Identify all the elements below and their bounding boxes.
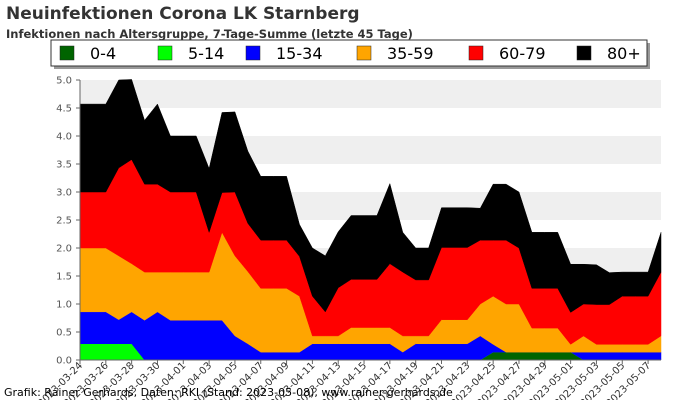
stacked-areas [79,79,662,361]
y-tick-label: 3.5 [56,160,72,171]
grid-band [80,108,661,136]
y-tick-label: 2.5 [56,216,72,227]
legend-label-5-14: 5-14 [188,44,224,63]
legend: 0-4 5-14 15-34 35-59 60-79 80+ [50,39,650,69]
y-tick-label: 1.0 [56,300,72,311]
legend-label-60-79: 60-79 [499,44,546,63]
legend-swatch-15-34 [245,45,261,61]
y-tick-label: 0.5 [56,328,72,339]
y-axis: 0.0 0.5 1.0 1.5 2.0 2.5 3.0 3.5 4.0 4.5 5.0 [56,76,81,367]
legend-label-15-34: 15-34 [276,44,323,63]
legend-label-0-4: 0-4 [90,44,116,63]
legend-swatch-35-59 [356,45,372,61]
area-80+ [79,79,662,313]
legend-label-80+: 80+ [607,44,641,63]
y-tick-label: 4.0 [56,132,72,143]
y-tick-label: 0.0 [56,356,72,367]
legend-swatch-80+ [576,45,592,61]
chart-subtitle: Infektionen nach Altersgruppe, 7-Tage-Su… [6,27,413,41]
credit-text: Grafik: Rainer Gerhards, Daten: RKI (Sta… [4,386,453,399]
y-tick-label: 2.0 [56,244,72,255]
legend-box [50,39,648,67]
y-tick-label: 4.5 [56,104,72,115]
legend-swatch-5-14 [157,45,173,61]
y-tick-label: 3.0 [56,188,72,199]
legend-items: 0-4 5-14 15-34 35-59 60-79 80+ [59,44,641,63]
grid-band [80,80,661,108]
legend-label-35-59: 35-59 [387,44,434,63]
legend-swatch-0-4 [59,45,75,61]
y-tick-label: 5.0 [56,76,72,87]
chart-title: Neuinfektionen Corona LK Starnberg [6,4,360,24]
legend-swatch-60-79 [468,45,484,61]
y-tick-label: 1.5 [56,272,72,283]
